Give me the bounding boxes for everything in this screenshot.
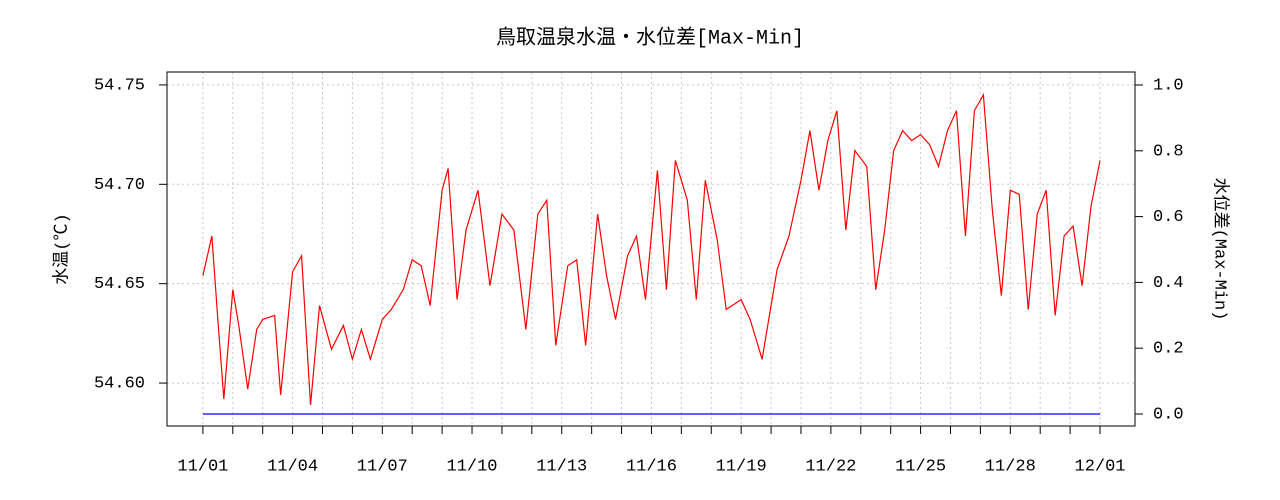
- x-tick-label: 11/25: [895, 457, 946, 476]
- y-tick-label: 54.65: [94, 275, 145, 294]
- y2-tick-label: 1.0: [1153, 76, 1184, 95]
- y-tick-label: 54.60: [94, 375, 145, 394]
- x-tick-label: 11/16: [626, 457, 677, 476]
- x-tick-label: 12/01: [1075, 457, 1126, 476]
- y2-tick-label: 0.4: [1153, 274, 1184, 293]
- x-tick-label: 11/19: [716, 457, 767, 476]
- data-line: [202, 92, 1101, 405]
- y2-tick-label: 0.2: [1153, 340, 1184, 359]
- y-tick-label: 54.70: [94, 176, 145, 195]
- x-tick-label: 11/01: [177, 457, 228, 476]
- x-tick-label: 11/13: [536, 457, 587, 476]
- y2-axis-label: 水位差(Max-Min): [1210, 178, 1231, 321]
- x-tick-label: 11/22: [805, 457, 856, 476]
- chart-title: 鳥取温泉水温・水位差[Max-Min]: [496, 25, 804, 50]
- y-tick-label: 54.75: [94, 76, 145, 95]
- y2-tick-label: 0.6: [1153, 208, 1184, 227]
- x-tick-label: 11/07: [357, 457, 408, 476]
- plot-frame: [166, 71, 1136, 427]
- x-tick-label: 11/10: [447, 457, 498, 476]
- x-tick-label: 11/04: [267, 457, 318, 476]
- y2-tick-label: 0.0: [1153, 405, 1184, 424]
- y2-tick-label: 0.8: [1153, 142, 1184, 161]
- x-tick-label: 11/28: [985, 457, 1036, 476]
- y-axis-label: 水温(℃): [51, 213, 72, 284]
